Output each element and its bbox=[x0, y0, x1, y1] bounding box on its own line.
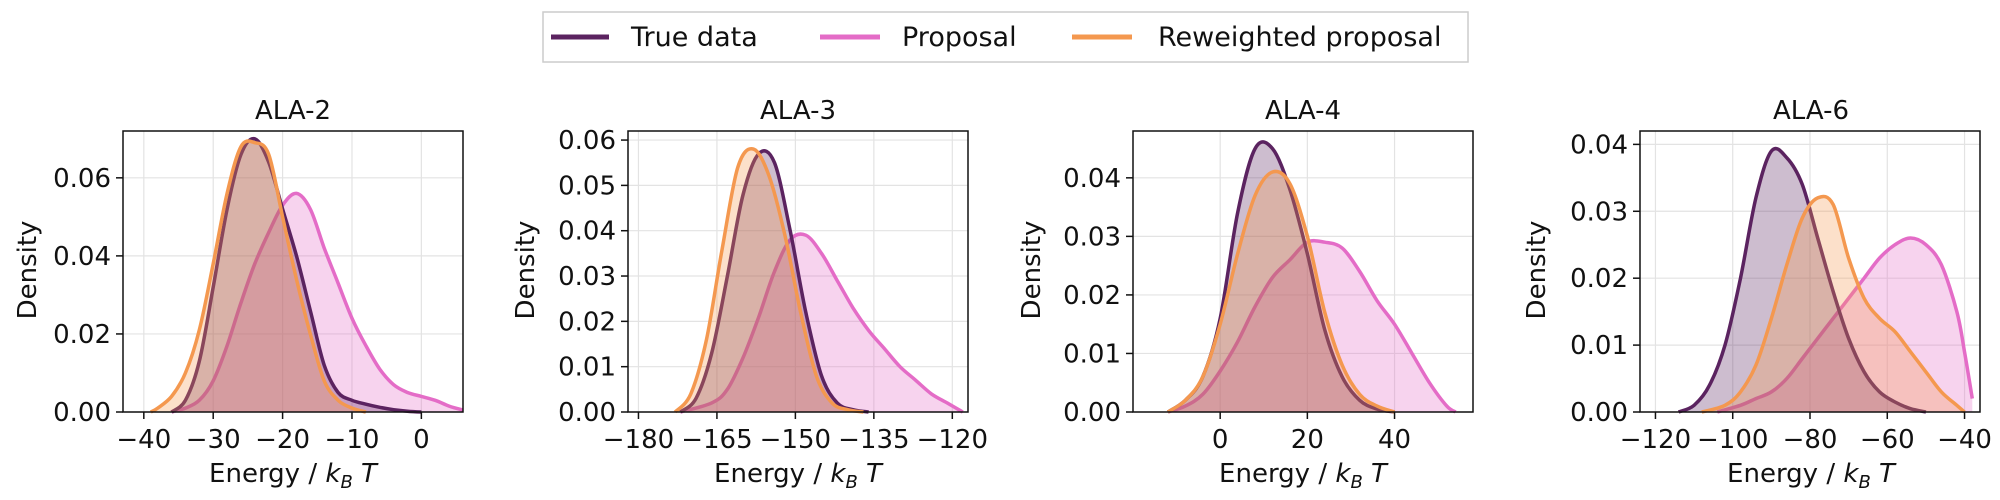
y-tick-label: 0.06 bbox=[558, 126, 616, 156]
legend-label-proposal: Proposal bbox=[902, 22, 1017, 53]
series-line-proposal bbox=[171, 191, 464, 414]
y-axis-label: Density bbox=[1017, 221, 1047, 320]
plot-area: −120 −100 −80 −60 −40 0.00 0.01 0.02 0.03 0.04 bbox=[1570, 130, 1992, 455]
y-tick-label: 0.04 bbox=[1570, 130, 1628, 160]
y-tick-label: 0.02 bbox=[1570, 264, 1628, 294]
panel-ala-4: ALA-4 Density 0 20 400.000.010.020.030.04 … bbox=[1017, 96, 1474, 493]
series-area-reweighted-proposal bbox=[675, 148, 864, 412]
x-tick-label: −135 bbox=[838, 425, 909, 455]
y-tick-label: 0.01 bbox=[558, 353, 616, 383]
x-tick-label: −20 bbox=[255, 425, 310, 455]
series-line-true-data bbox=[679, 149, 869, 414]
y-tick-label: 0.02 bbox=[1063, 281, 1121, 311]
panel-ala-3: ALA-3 Density −180 −165 −150 −135 −120 0.00 0.… bbox=[511, 96, 988, 493]
plot-area: −180 −165 −150 −135 −120 0.00 0.01 0.02 0.03 0.04… bbox=[558, 126, 988, 455]
x-tick-label: −40 bbox=[1937, 425, 1992, 455]
x-tick-label: −80 bbox=[1783, 425, 1838, 455]
series-line-reweighted-proposal bbox=[1166, 169, 1396, 414]
x-tick-label: −40 bbox=[116, 425, 171, 455]
panel-ala-2: ALA-2 Density −40 −30 −20 −10 0 0.00 0.02 0.04 0… bbox=[13, 96, 464, 493]
series-line-true-data bbox=[1677, 146, 1927, 414]
series-line-proposal bbox=[679, 232, 964, 414]
y-axis-label: Density bbox=[13, 221, 43, 320]
series-line-reweighted-proposal bbox=[673, 147, 864, 414]
x-tick-label: −120 bbox=[917, 425, 988, 455]
y-axis-label: Density bbox=[511, 221, 541, 320]
axes-frame bbox=[1132, 130, 1474, 413]
y-axis-label: Density bbox=[1522, 221, 1552, 320]
x-axis-label: Energy / kB T bbox=[1219, 459, 1389, 493]
series-line-true-data bbox=[170, 136, 422, 414]
y-tick-label: 0.04 bbox=[53, 242, 111, 272]
y-tick-label: 0.03 bbox=[1063, 222, 1121, 252]
axes-frame bbox=[122, 130, 464, 413]
y-tick-label: 0.00 bbox=[558, 398, 616, 428]
series-area-true-data bbox=[680, 150, 869, 413]
y-tick-label: 0.01 bbox=[1063, 339, 1121, 369]
series-line-reweighted-proposal bbox=[1701, 194, 1966, 414]
x-tick-label: −120 bbox=[1620, 425, 1691, 455]
y-tick-label: 0.00 bbox=[1063, 398, 1121, 428]
y-tick-label: 0.06 bbox=[53, 164, 111, 194]
series-line-reweighted-proposal bbox=[149, 139, 367, 414]
panel-title: ALA-6 bbox=[1773, 96, 1849, 126]
axes-frame bbox=[627, 130, 969, 413]
legend: True data Proposal Reweighted proposal bbox=[542, 11, 1469, 63]
x-axis-label: Energy / kB T bbox=[714, 459, 884, 493]
x-tick-label: −150 bbox=[760, 425, 831, 455]
series-area-true-data bbox=[1167, 141, 1395, 412]
series-area-proposal bbox=[171, 193, 463, 412]
x-tick-label: 20 bbox=[1291, 425, 1324, 455]
x-axis-label: Energy / kB T bbox=[209, 459, 379, 493]
series-area-reweighted-proposal bbox=[1167, 171, 1395, 412]
legend-label-reweighted-proposal: Reweighted proposal bbox=[1158, 22, 1441, 53]
plot-area: 0 20 40 0.00 0.01 0.02 0.03 0.04 bbox=[1063, 130, 1474, 455]
y-tick-label: 0.03 bbox=[1570, 197, 1628, 227]
x-tick-label: 40 bbox=[1378, 425, 1411, 455]
x-axis-label: Energy / kB T bbox=[1727, 459, 1897, 493]
panel-title: ALA-2 bbox=[255, 96, 331, 126]
panel-title: ALA-4 bbox=[1265, 96, 1341, 126]
plot-area: −40 −30 −20 −10 0 0.00 0.02 0.04 0.06 bbox=[53, 130, 464, 455]
y-tick-label: 0.00 bbox=[1570, 398, 1628, 428]
x-tick-label: −60 bbox=[1860, 425, 1915, 455]
y-tick-label: 0.05 bbox=[558, 171, 616, 201]
x-tick-label: −100 bbox=[1697, 425, 1768, 455]
x-tick-label: 0 bbox=[1212, 425, 1229, 455]
x-tick-label: −10 bbox=[325, 425, 380, 455]
series-area-true-data bbox=[1678, 148, 1926, 412]
x-tick-label: −30 bbox=[186, 425, 241, 455]
x-tick-label: −165 bbox=[681, 425, 752, 455]
x-tick-label: 0 bbox=[413, 425, 430, 455]
panel-ala-6: ALA-6 Density −120 −100 −80 −60 −40 0.00 0.01 0… bbox=[1522, 96, 1992, 493]
y-tick-label: 0.04 bbox=[558, 217, 616, 247]
series-line-proposal bbox=[1167, 238, 1457, 414]
series-area-reweighted-proposal bbox=[1701, 196, 1965, 412]
series-area-proposal bbox=[680, 234, 963, 412]
legend-frame bbox=[542, 11, 1469, 63]
x-tick-label: −180 bbox=[603, 425, 674, 455]
legend-label-true-data: True data bbox=[630, 22, 758, 53]
series-area-proposal bbox=[1167, 240, 1456, 412]
panel-title: ALA-3 bbox=[760, 96, 836, 126]
y-tick-label: 0.02 bbox=[558, 307, 616, 337]
series-line-proposal bbox=[1716, 236, 1975, 414]
y-tick-label: 0.03 bbox=[558, 262, 616, 292]
y-tick-label: 0.02 bbox=[53, 320, 111, 350]
y-tick-label: 0.00 bbox=[53, 398, 111, 428]
y-tick-label: 0.01 bbox=[1570, 331, 1628, 361]
y-tick-label: 0.04 bbox=[1063, 164, 1121, 194]
